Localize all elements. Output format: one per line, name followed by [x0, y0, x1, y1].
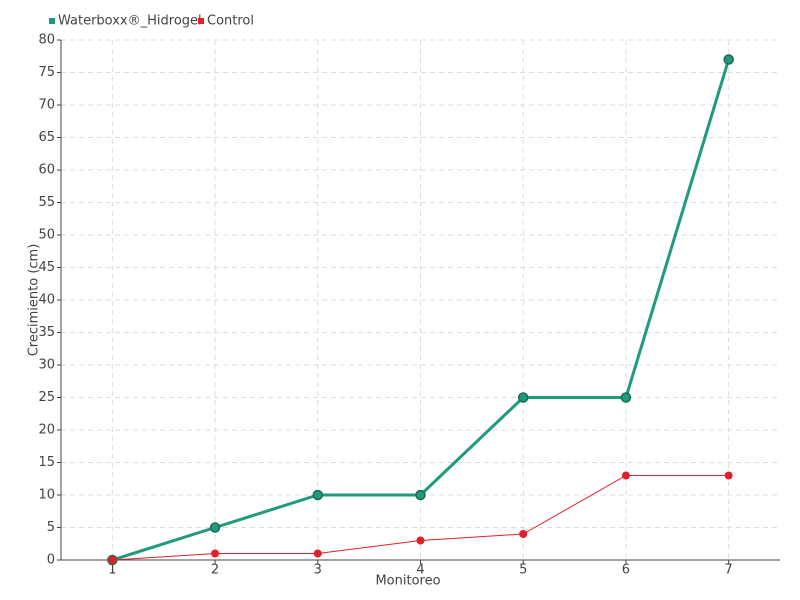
y-tick-label: 20	[38, 423, 55, 438]
point	[313, 549, 322, 558]
legend-swatch	[198, 18, 204, 24]
y-tick-label: 80	[38, 33, 55, 48]
y-tick-label: 40	[38, 293, 55, 308]
y-tick-label: 70	[38, 98, 55, 113]
point	[415, 489, 426, 501]
legend-label: Waterboxx®_Hidrogel	[58, 14, 202, 29]
y-tick-label: 15	[38, 455, 55, 470]
y-tick-label: 25	[38, 390, 55, 405]
point	[312, 489, 324, 501]
y-axis-title: Crecimiento (cm)	[27, 244, 42, 357]
y-tick-label: 10	[38, 488, 55, 503]
legend-swatch	[49, 18, 55, 24]
y-tick-label: 65	[38, 130, 55, 145]
point	[723, 54, 734, 65]
point	[621, 471, 630, 480]
y-tick-label: 30	[38, 358, 55, 373]
point	[519, 530, 528, 538]
x-tick-label: 4	[416, 563, 424, 578]
y-tick-label: 50	[38, 228, 55, 243]
x-tick-label: 5	[519, 563, 527, 578]
point	[211, 549, 220, 558]
x-tick-label: 7	[725, 563, 733, 578]
point	[620, 392, 632, 403]
x-tick-label: 6	[622, 563, 630, 578]
y-tick-label: 35	[38, 325, 55, 340]
x-tick-label: 2	[211, 563, 219, 578]
y-tick-label: 45	[38, 260, 55, 275]
legend-label: Control	[207, 14, 254, 29]
point	[517, 392, 529, 403]
y-tick-label: 60	[38, 163, 55, 178]
y-tick-label: 55	[38, 195, 55, 210]
x-axis-title: Monitoreo	[375, 574, 440, 589]
point	[108, 556, 117, 564]
x-tick-label: 3	[314, 563, 322, 578]
y-tick-label: 5	[47, 520, 55, 535]
y-tick-label: 75	[38, 65, 55, 80]
x-tick-label: 1	[108, 563, 116, 578]
point	[209, 522, 221, 533]
y-tick-label: 0	[47, 553, 55, 568]
point	[416, 536, 425, 545]
point	[724, 471, 733, 480]
